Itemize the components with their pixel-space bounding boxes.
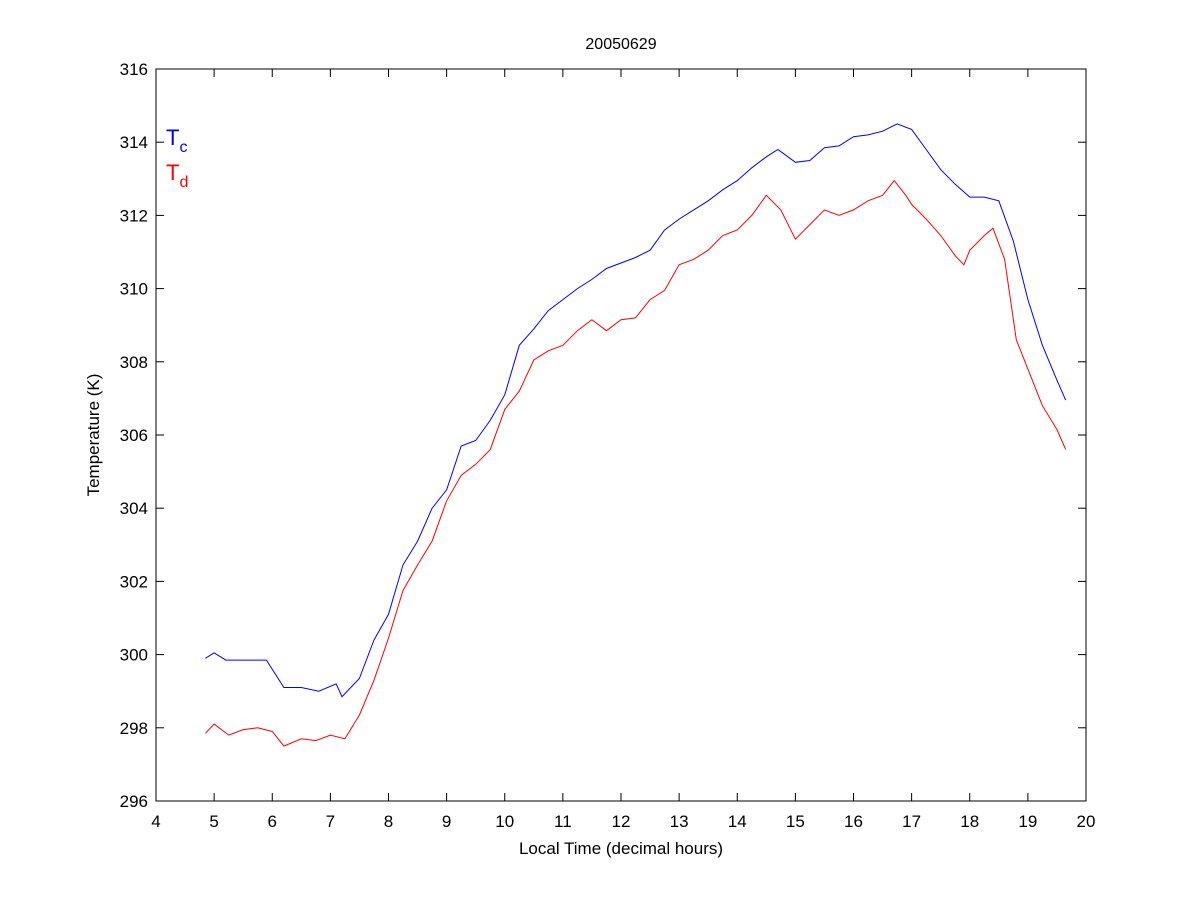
axis-ticks: 4 5 6 7 8 9 10 11 12 13 14 15 16 17 18 19 20 296 298 300 302… xyxy=(120,60,1096,831)
x-tick-label: 20 xyxy=(1077,812,1096,831)
y-tick-label: 310 xyxy=(120,280,148,299)
chart-title: 20050629 xyxy=(585,36,656,53)
series-line-td xyxy=(205,179,1067,747)
x-tick-label: 10 xyxy=(495,812,514,831)
x-tick-label: 6 xyxy=(268,812,277,831)
x-tick-label: 15 xyxy=(786,812,805,831)
legend-td-sub: d xyxy=(179,174,188,191)
x-tick-label: 18 xyxy=(960,812,979,831)
y-tick-label: 302 xyxy=(120,572,148,591)
legend-tc-sub: c xyxy=(179,139,187,156)
x-tick-label: 14 xyxy=(728,812,747,831)
x-tick-label: 7 xyxy=(326,812,335,831)
legend-td: Td xyxy=(166,160,188,191)
x-tick-label: 17 xyxy=(902,812,921,831)
series-lines xyxy=(205,123,1067,747)
y-tick-label: 312 xyxy=(120,206,148,225)
x-tick-label: 12 xyxy=(612,812,631,831)
x-tick-label: 9 xyxy=(442,812,451,831)
y-tick-label: 316 xyxy=(120,60,148,79)
x-tick-label: 16 xyxy=(844,812,863,831)
legend: Tc Td xyxy=(166,125,188,191)
x-tick-label: 5 xyxy=(209,812,218,831)
y-tick-label: 298 xyxy=(120,719,148,738)
x-tick-label: 13 xyxy=(670,812,689,831)
series-line-tc xyxy=(205,123,1067,698)
plot-area xyxy=(155,68,1087,802)
y-tick-label: 314 xyxy=(120,133,148,152)
y-axis-label: Temperature (K) xyxy=(84,374,103,497)
legend-tc: Tc xyxy=(166,125,187,156)
legend-tc-main: T xyxy=(166,125,179,150)
y-tick-label: 300 xyxy=(120,646,148,665)
x-tick-label: 4 xyxy=(151,812,160,831)
x-tick-label: 8 xyxy=(384,812,393,831)
x-tick-label: 11 xyxy=(554,812,572,831)
legend-td-main: T xyxy=(166,160,179,185)
x-tick-label: 19 xyxy=(1018,812,1037,831)
x-axis-label: Local Time (decimal hours) xyxy=(519,839,723,858)
y-tick-label: 296 xyxy=(120,792,148,811)
y-tick-label: 306 xyxy=(120,426,148,445)
y-tick-label: 308 xyxy=(120,353,148,372)
y-tick-label: 304 xyxy=(120,499,148,518)
